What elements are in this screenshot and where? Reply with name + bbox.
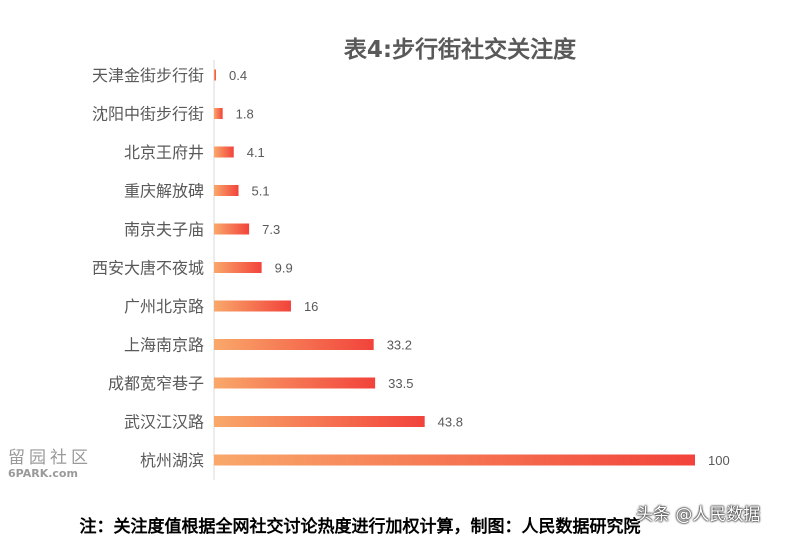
bar xyxy=(214,454,695,466)
bar xyxy=(214,146,234,158)
data-label: 4.1 xyxy=(247,145,265,160)
category-label: 西安大唐不夜城 xyxy=(92,259,204,278)
category-label: 天津金街步行街 xyxy=(92,66,204,85)
data-label: 43.8 xyxy=(438,415,463,430)
bar xyxy=(214,185,239,196)
footnote: 注：关注度值根据全网社交讨论热度进行加权计算，制图：人民数据研究院 xyxy=(79,517,641,537)
watermark-logo-cn: 留园社区 xyxy=(8,448,92,468)
category-label: 成都宽窄巷子 xyxy=(108,374,204,393)
data-label: 33.5 xyxy=(388,376,413,391)
category-label: 沈阳中街步行街 xyxy=(92,105,204,124)
category-label: 上海南京路 xyxy=(124,336,204,355)
category-label: 杭州湖滨 xyxy=(140,451,204,470)
bar xyxy=(214,223,250,235)
chart-title: 表4:步行街社交关注度 xyxy=(343,37,577,63)
watermark-logo: 留园社区 6PARK.com xyxy=(8,443,98,480)
data-label: 0.4 xyxy=(229,68,247,83)
data-label: 1.8 xyxy=(236,107,254,122)
category-label: 重庆解放碑 xyxy=(124,182,204,201)
bar xyxy=(214,108,223,119)
bar xyxy=(214,416,425,427)
bar xyxy=(214,377,376,389)
data-label: 7.3 xyxy=(262,222,280,237)
data-label: 5.1 xyxy=(252,184,270,199)
bar xyxy=(214,262,262,273)
bar xyxy=(214,300,291,312)
watermark-logo-en: 6PARK.com xyxy=(8,467,78,480)
category-label: 武汉江汉路 xyxy=(124,413,204,432)
category-label: 广州北京路 xyxy=(124,297,204,316)
data-label: 33.2 xyxy=(387,338,412,353)
data-label: 100 xyxy=(708,453,730,468)
data-label: 16 xyxy=(304,299,318,314)
watermark-source: 头条 @人民数据 xyxy=(636,505,761,525)
category-label: 北京王府井 xyxy=(124,143,204,162)
bar xyxy=(214,69,216,81)
category-label: 南京夫子庙 xyxy=(124,220,204,239)
data-label: 9.9 xyxy=(275,261,293,276)
bar xyxy=(214,339,374,350)
